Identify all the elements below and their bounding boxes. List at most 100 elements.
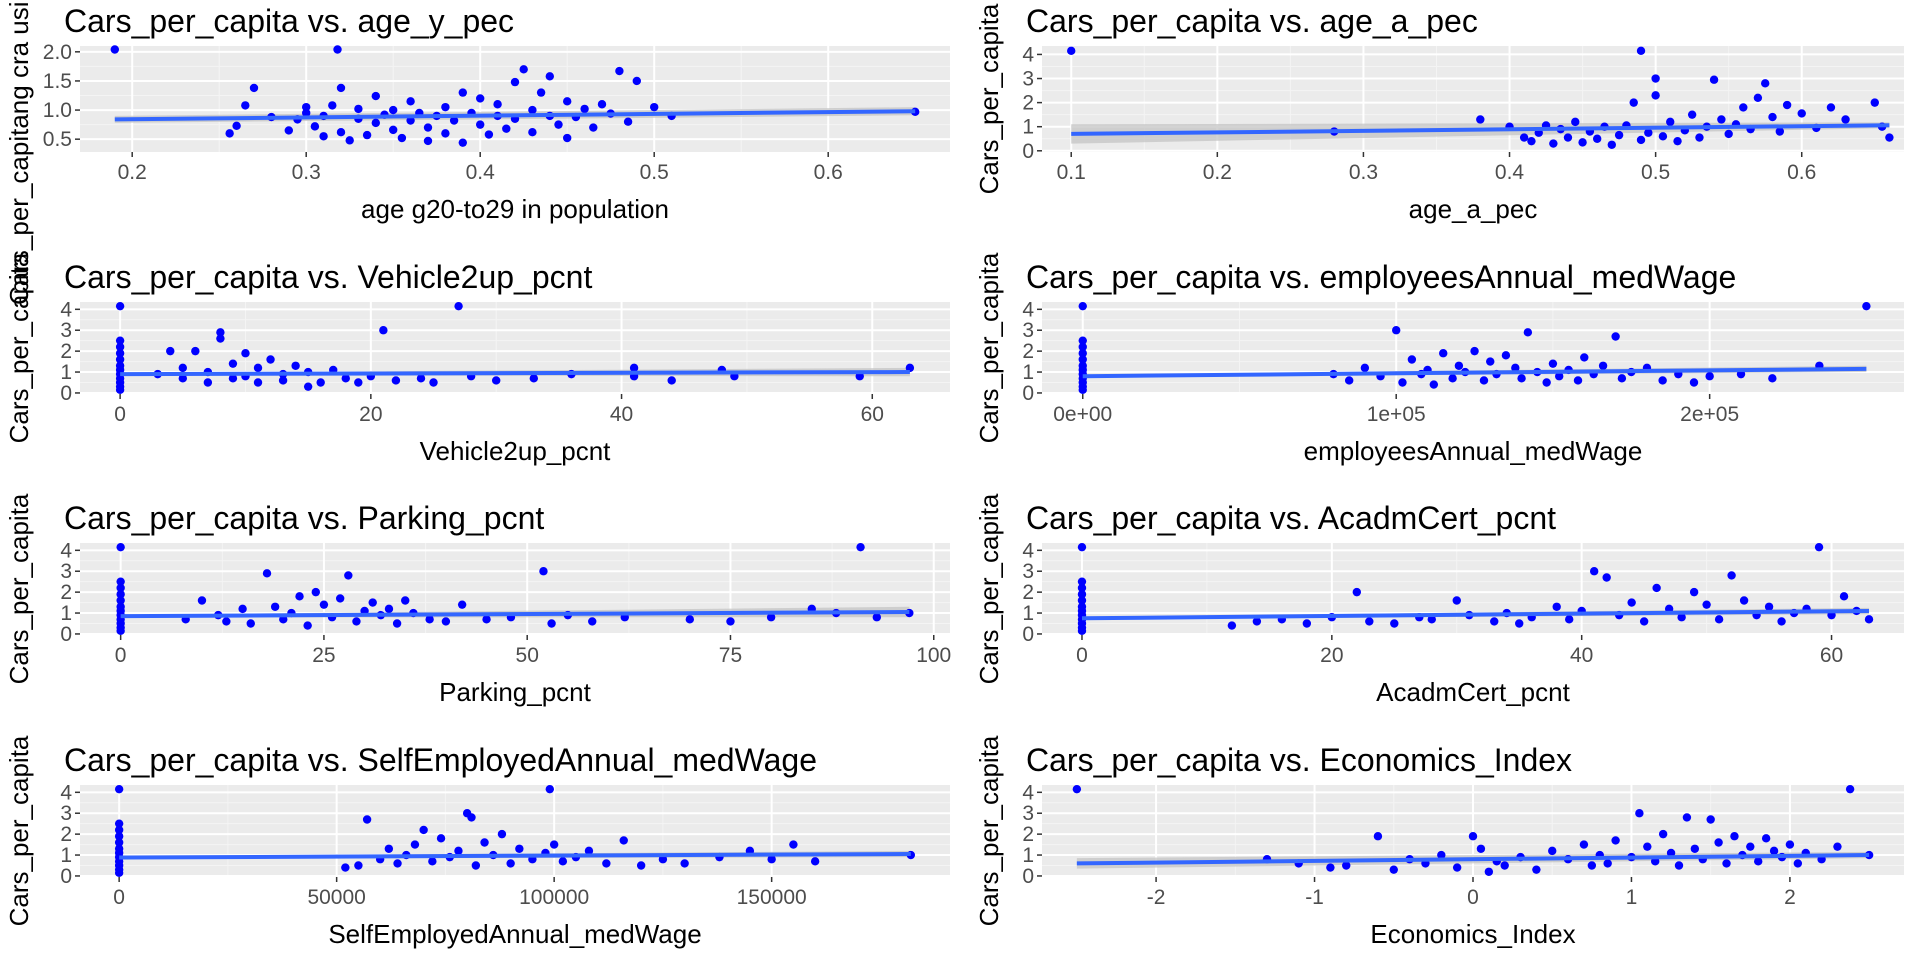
data-point	[632, 76, 641, 86]
panel-title: Cars_per_capita vs. age_y_pec	[64, 3, 514, 39]
data-point	[1476, 844, 1486, 853]
data-point	[1724, 129, 1733, 139]
x-tick-label: 0e+00	[1053, 403, 1112, 426]
data-point	[563, 97, 572, 106]
data-point	[115, 342, 125, 352]
data-point	[856, 542, 865, 552]
data-point	[457, 600, 467, 609]
data-point	[1501, 351, 1511, 360]
data-point	[116, 577, 125, 586]
x-tick-label: 0.6	[814, 161, 843, 184]
data-point	[528, 105, 537, 115]
data-point	[335, 594, 345, 603]
data-point	[1727, 571, 1736, 580]
data-point	[1360, 363, 1370, 373]
data-point	[116, 542, 125, 552]
data-point	[1519, 133, 1529, 142]
smooth-trend-line	[120, 370, 910, 377]
data-point	[1326, 863, 1335, 872]
data-point	[1579, 840, 1589, 849]
x-tick-label: 20	[1320, 644, 1343, 667]
data-point	[1717, 115, 1726, 124]
data-point	[1714, 615, 1724, 624]
data-point	[1486, 357, 1495, 366]
data-point	[482, 615, 491, 624]
data-point	[1775, 127, 1785, 136]
data-point	[178, 363, 187, 373]
data-point	[1500, 861, 1509, 870]
y-tick-label: 1.5	[43, 70, 72, 93]
x-tick-label: 75	[719, 644, 742, 667]
smooth-trend-line	[1081, 608, 1870, 621]
data-point	[246, 619, 255, 628]
data-point	[1602, 573, 1611, 582]
data-point	[397, 133, 407, 143]
data-point	[354, 104, 363, 114]
data-point	[545, 784, 554, 794]
data-point	[428, 857, 437, 866]
data-point	[1709, 75, 1719, 84]
data-point	[222, 617, 231, 626]
data-point	[302, 102, 311, 112]
data-point	[423, 136, 433, 146]
data-point	[1603, 859, 1612, 868]
x-tick-label: 0	[113, 886, 125, 909]
panel-background	[1042, 543, 1904, 635]
x-tick-label: 0.2	[1203, 161, 1232, 184]
data-point	[458, 88, 467, 97]
smooth-trend-line	[1082, 366, 1867, 379]
data-point	[497, 829, 507, 839]
data-point	[1677, 613, 1686, 622]
data-point	[410, 840, 420, 849]
data-point	[1651, 74, 1660, 83]
data-point	[1833, 842, 1842, 851]
data-point	[116, 590, 125, 599]
data-point	[1592, 134, 1602, 143]
data-point	[302, 108, 311, 118]
data-point	[1392, 326, 1401, 335]
data-point	[401, 596, 410, 605]
data-point	[1761, 834, 1771, 843]
data-point	[480, 838, 489, 847]
x-tick-label: 40	[1570, 644, 1593, 667]
data-point	[491, 376, 501, 385]
x-tick-label: 0	[115, 644, 127, 667]
data-point	[658, 855, 668, 864]
data-point	[115, 385, 125, 395]
data-point	[114, 825, 124, 835]
y-axis-title: Cars_per_capita	[4, 252, 34, 443]
y-tick-label: 3	[60, 802, 72, 825]
x-tick-label: 0.3	[1349, 161, 1378, 184]
data-point	[278, 376, 288, 385]
data-point	[872, 613, 882, 622]
y-tick-label: 3	[60, 560, 72, 583]
x-tick-label: -1	[1305, 886, 1324, 909]
y-tick-label: 2	[1022, 823, 1034, 846]
data-point	[1589, 567, 1599, 576]
data-point	[1644, 128, 1653, 137]
x-tick-label: 0.4	[466, 161, 496, 184]
data-point	[1452, 596, 1461, 605]
data-point	[493, 100, 502, 109]
data-point	[197, 596, 207, 605]
data-point	[425, 615, 434, 624]
y-tick-label: 2	[60, 340, 72, 363]
data-point	[680, 859, 689, 868]
data-point	[1077, 577, 1087, 586]
data-point	[1793, 859, 1803, 868]
y-tick-label: 0	[1022, 865, 1034, 888]
data-point	[545, 72, 554, 81]
y-axis-title: Cars_per_capita	[974, 3, 1004, 194]
data-point	[1651, 91, 1660, 100]
data-point	[629, 363, 639, 373]
y-tick-label: 3	[1022, 802, 1034, 825]
data-point	[303, 382, 313, 391]
y-tick-label: 1.0	[43, 99, 72, 122]
data-point	[1666, 848, 1676, 858]
data-point	[1687, 110, 1697, 119]
data-point	[389, 125, 398, 135]
y-tick-label: 2	[1022, 581, 1034, 604]
data-point	[1437, 850, 1446, 860]
data-point	[295, 592, 304, 601]
